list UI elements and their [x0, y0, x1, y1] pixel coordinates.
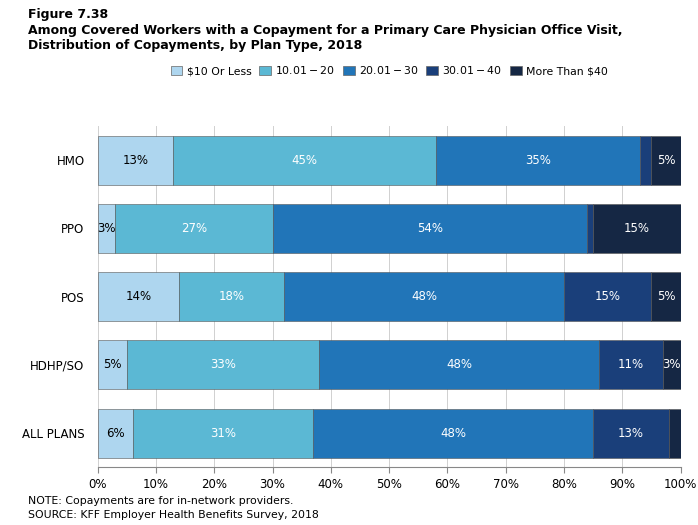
Bar [319, 340, 599, 390]
Text: 3%: 3% [97, 222, 116, 235]
Bar [593, 204, 681, 253]
Bar [98, 135, 174, 185]
Bar [272, 204, 587, 253]
Text: 27%: 27% [181, 222, 207, 235]
Text: 33%: 33% [210, 359, 236, 371]
Text: 48%: 48% [411, 290, 437, 303]
Legend: $10 Or Less, $10.01 - $20, $20.01 - $30, $30.01 - $40, More Than $40: $10 Or Less, $10.01 - $20, $20.01 - $30,… [166, 60, 612, 80]
Text: 31%: 31% [210, 427, 236, 439]
Text: 13%: 13% [618, 427, 644, 439]
Text: Among Covered Workers with a Copayment for a Primary Care Physician Office Visit: Among Covered Workers with a Copayment f… [28, 24, 623, 37]
Bar [564, 272, 651, 321]
Bar [115, 204, 272, 253]
Text: 48%: 48% [440, 427, 466, 439]
Bar [663, 340, 681, 390]
Text: 18%: 18% [218, 290, 245, 303]
Bar [313, 408, 593, 458]
Bar [593, 408, 669, 458]
Bar [599, 340, 663, 390]
Bar [98, 340, 127, 390]
Text: 5%: 5% [657, 154, 675, 166]
Bar [98, 408, 133, 458]
Text: 3%: 3% [662, 359, 681, 371]
Text: Distribution of Copayments, by Plan Type, 2018: Distribution of Copayments, by Plan Type… [28, 39, 362, 52]
Bar [174, 135, 436, 185]
Text: 5%: 5% [657, 290, 675, 303]
Text: 15%: 15% [624, 222, 650, 235]
Text: 48%: 48% [446, 359, 472, 371]
Text: 54%: 54% [417, 222, 443, 235]
Text: Figure 7.38: Figure 7.38 [28, 8, 108, 21]
Text: NOTE: Copayments are for in-network providers.: NOTE: Copayments are for in-network prov… [28, 496, 293, 506]
Text: 45%: 45% [292, 154, 318, 166]
Text: SOURCE: KFF Employer Health Benefits Survey, 2018: SOURCE: KFF Employer Health Benefits Sur… [28, 510, 319, 520]
Text: 5%: 5% [103, 359, 121, 371]
Bar [133, 408, 313, 458]
Bar [651, 272, 681, 321]
Bar [179, 272, 284, 321]
Text: 14%: 14% [126, 290, 151, 303]
Bar [640, 135, 651, 185]
Text: 11%: 11% [618, 359, 644, 371]
Bar [587, 204, 593, 253]
Bar [436, 135, 640, 185]
Text: 13%: 13% [123, 154, 149, 166]
Text: 15%: 15% [595, 290, 621, 303]
Bar [669, 408, 681, 458]
Bar [98, 272, 179, 321]
Text: 6%: 6% [106, 427, 124, 439]
Bar [284, 272, 564, 321]
Bar [651, 135, 681, 185]
Text: 35%: 35% [525, 154, 551, 166]
Bar [98, 204, 115, 253]
Bar [127, 340, 319, 390]
